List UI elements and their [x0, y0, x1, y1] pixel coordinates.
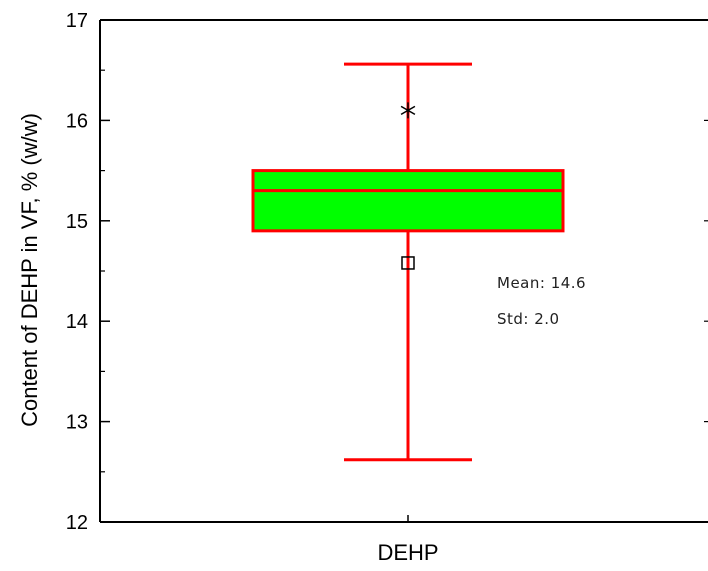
- y-tick-label-12: 12: [66, 512, 88, 534]
- y-tick-label-14: 14: [66, 311, 88, 333]
- std-annotation: Std: 2.0: [497, 310, 560, 328]
- outlier-stroke: [400, 105, 416, 116]
- mean-marker: [401, 256, 415, 270]
- x-tick-label-dehp: DEHP: [377, 540, 438, 565]
- y-axis-title: Content of DEHP in VF, % (w/w): [17, 113, 42, 427]
- y-axis-ticks: 12 13 14 15 16 17: [66, 10, 110, 534]
- y-tick-label-13: 13: [66, 412, 88, 434]
- outlier-marker: [400, 102, 416, 119]
- y-tick-label-16: 16: [66, 110, 88, 132]
- mean-annotation: Mean: 14.6: [497, 274, 586, 292]
- y-tick-label-17: 17: [66, 10, 88, 32]
- y-tick-label-15: 15: [66, 211, 88, 233]
- right-axis-ticks: [704, 119, 708, 423]
- interquartile-box: [251, 169, 565, 233]
- box-plot-group: [251, 62, 565, 462]
